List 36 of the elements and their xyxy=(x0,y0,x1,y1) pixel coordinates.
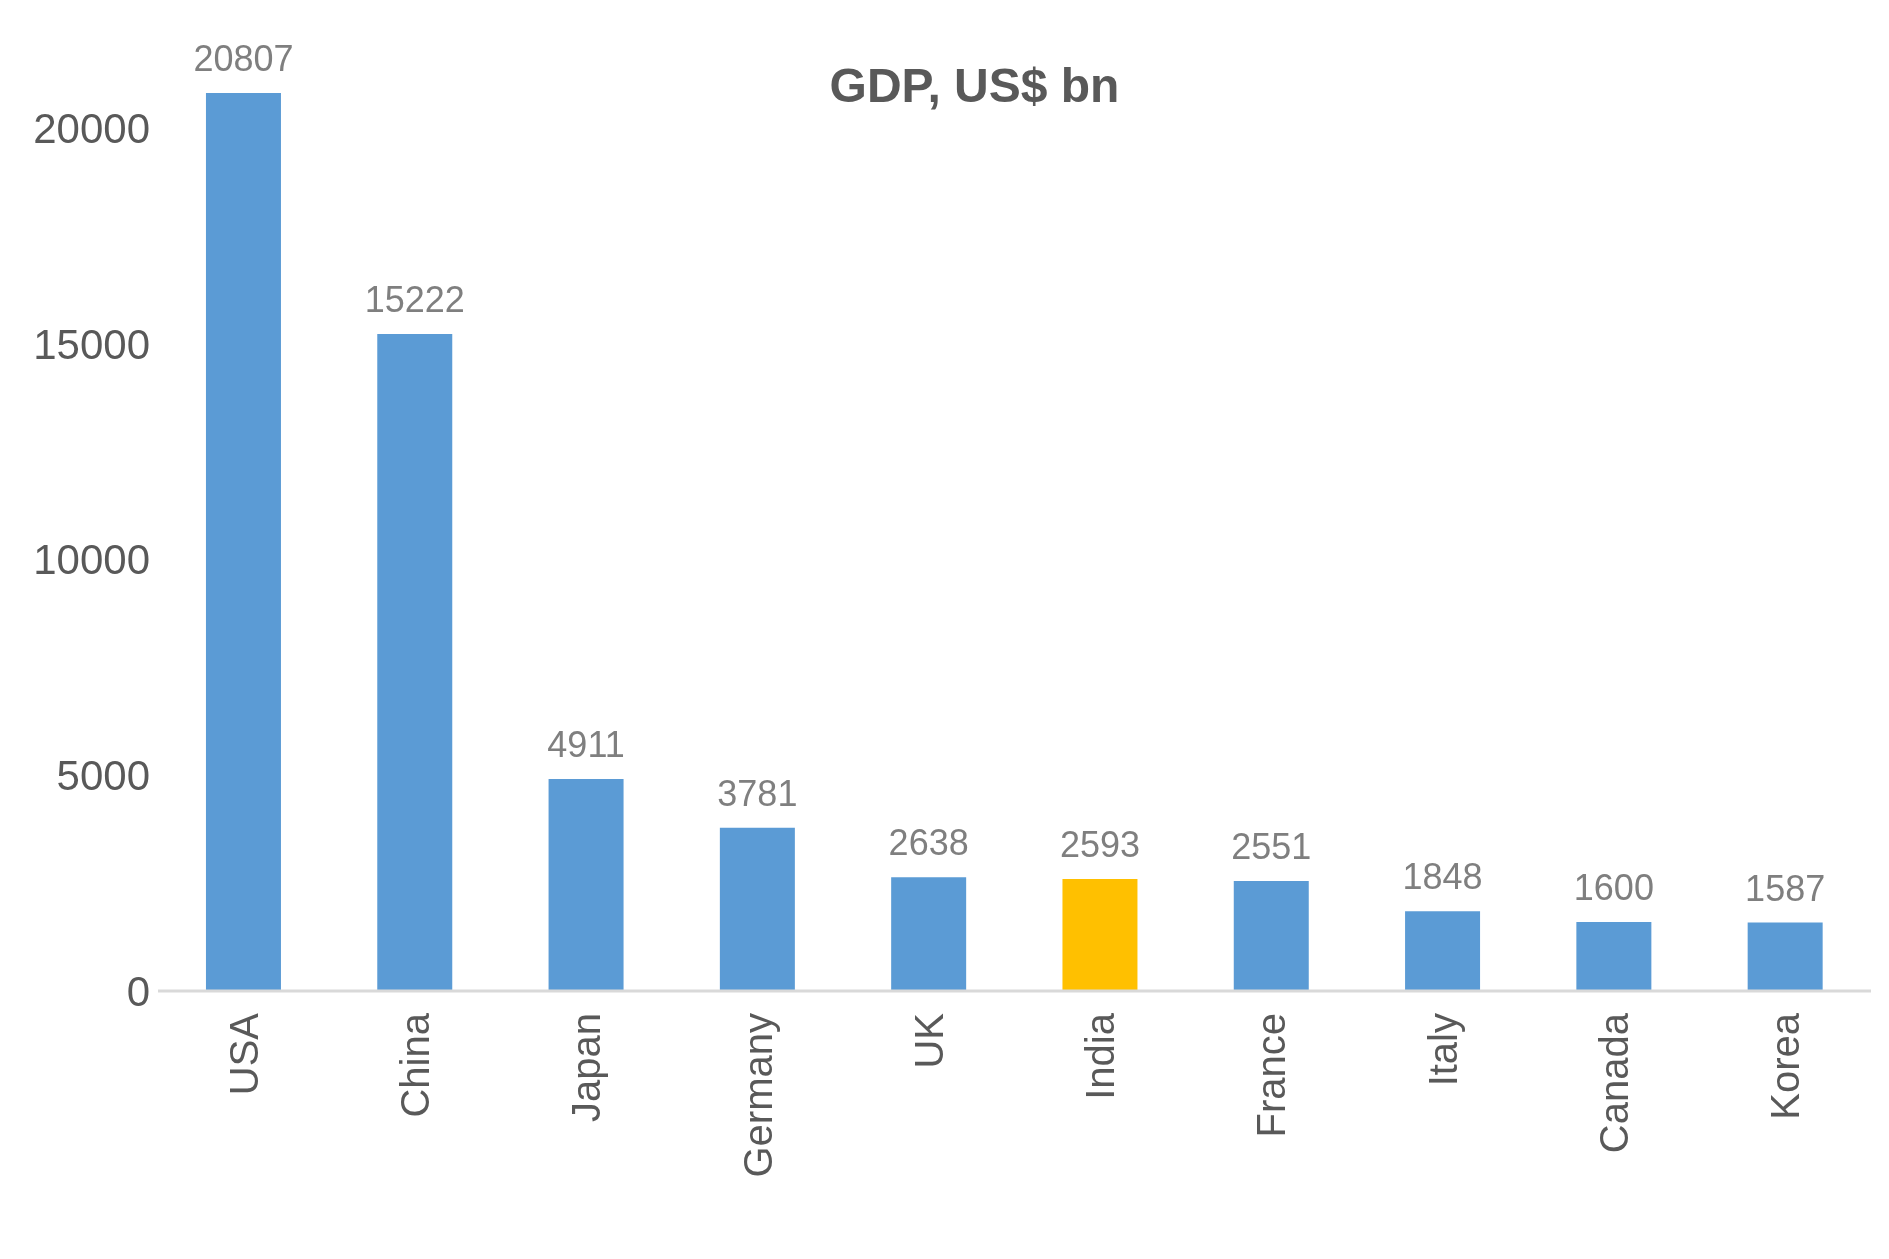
x-tick-label: UK xyxy=(906,1012,951,1069)
data-label: 2638 xyxy=(888,822,969,864)
x-tick-label: Japan xyxy=(564,1013,609,1122)
y-tick-label: 5000 xyxy=(56,752,150,800)
data-label: 15222 xyxy=(364,279,465,321)
bar xyxy=(1576,921,1652,991)
bar xyxy=(719,827,795,991)
x-tick-label: Korea xyxy=(1763,1012,1808,1120)
bar xyxy=(377,334,453,991)
x-tick-label: India xyxy=(1078,1012,1123,1100)
data-label: 4911 xyxy=(547,724,625,766)
x-tick-label: France xyxy=(1249,1013,1294,1138)
data-label: 1848 xyxy=(1402,856,1483,898)
data-label: 3781 xyxy=(717,772,798,814)
bar xyxy=(548,779,624,991)
x-tick-label: USA xyxy=(221,1012,266,1096)
bar xyxy=(205,93,281,991)
data-label: 1600 xyxy=(1573,866,1654,908)
bar xyxy=(1747,922,1823,991)
x-tick-label: China xyxy=(392,1012,437,1118)
x-tick-label: Canada xyxy=(1592,1012,1637,1154)
data-label: 2593 xyxy=(1059,824,1141,866)
bar xyxy=(891,877,967,991)
x-tick-label: Italy xyxy=(1420,1013,1465,1087)
y-tick-label: 15000 xyxy=(33,320,150,368)
y-tick-label: 0 xyxy=(126,967,150,1015)
bar xyxy=(1062,879,1138,991)
bar xyxy=(1405,911,1481,991)
y-tick-label: 20000 xyxy=(33,104,150,152)
data-label: 1587 xyxy=(1745,867,1826,909)
y-tick-label: 10000 xyxy=(33,536,150,584)
x-tick-label: Germany xyxy=(735,1013,780,1178)
data-label: 20807 xyxy=(193,38,294,79)
chart-title: GDP, US$ bn xyxy=(829,59,1120,112)
bar xyxy=(1233,880,1309,991)
data-label: 2551 xyxy=(1231,825,1312,867)
